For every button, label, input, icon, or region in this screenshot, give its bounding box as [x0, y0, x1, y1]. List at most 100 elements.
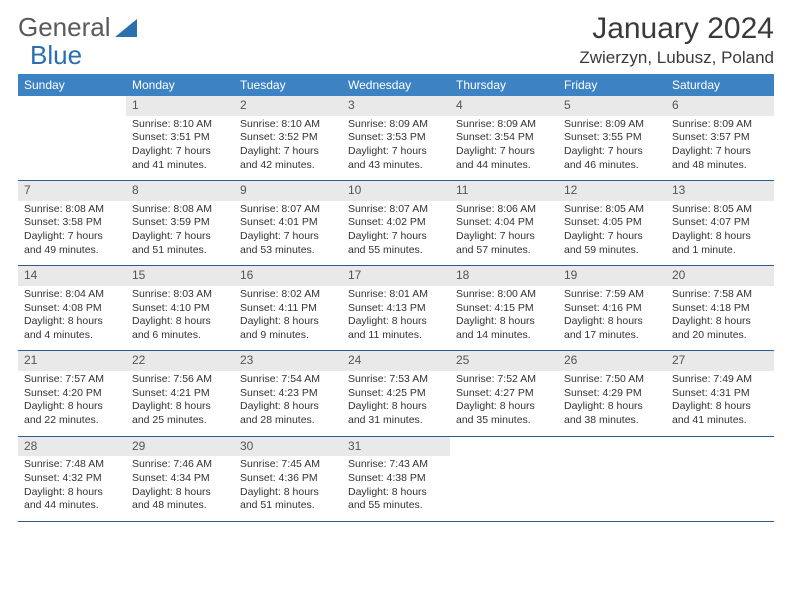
location-text: Zwierzyn, Lubusz, Poland: [579, 48, 774, 68]
calendar-day-cell: 12Sunrise: 8:05 AMSunset: 4:05 PMDayligh…: [558, 181, 666, 266]
daylight-text-2: and 4 minutes.: [24, 329, 120, 343]
day-body: Sunrise: 8:09 AMSunset: 3:53 PMDaylight:…: [342, 116, 450, 181]
daylight-text-2: and 9 minutes.: [240, 329, 336, 343]
daylight-text-2: and 48 minutes.: [132, 499, 228, 513]
calendar-day-cell: 3Sunrise: 8:09 AMSunset: 3:53 PMDaylight…: [342, 96, 450, 181]
daylight-text-1: Daylight: 8 hours: [348, 400, 444, 414]
calendar-day-cell: 29Sunrise: 7:46 AMSunset: 4:34 PMDayligh…: [126, 436, 234, 521]
daylight-text-2: and 28 minutes.: [240, 414, 336, 428]
daylight-text-1: Daylight: 7 hours: [456, 145, 552, 159]
calendar-day-cell: 30Sunrise: 7:45 AMSunset: 4:36 PMDayligh…: [234, 436, 342, 521]
daylight-text-1: Daylight: 8 hours: [240, 315, 336, 329]
calendar-day-cell: 13Sunrise: 8:05 AMSunset: 4:07 PMDayligh…: [666, 181, 774, 266]
sunset-text: Sunset: 4:38 PM: [348, 472, 444, 486]
day-number: 21: [18, 351, 126, 371]
calendar-day-cell: .: [666, 436, 774, 521]
sunrise-text: Sunrise: 8:07 AM: [348, 203, 444, 217]
calendar-day-cell: 1Sunrise: 8:10 AMSunset: 3:51 PMDaylight…: [126, 96, 234, 181]
daylight-text-1: Daylight: 8 hours: [24, 315, 120, 329]
daylight-text-1: Daylight: 8 hours: [240, 486, 336, 500]
day-body: Sunrise: 7:56 AMSunset: 4:21 PMDaylight:…: [126, 371, 234, 436]
title-block: January 2024 Zwierzyn, Lubusz, Poland: [579, 12, 774, 68]
sunrise-text: Sunrise: 7:53 AM: [348, 373, 444, 387]
day-number: 20: [666, 266, 774, 286]
sunset-text: Sunset: 4:05 PM: [564, 216, 660, 230]
calendar-table: SundayMondayTuesdayWednesdayThursdayFrid…: [18, 74, 774, 522]
day-number: 16: [234, 266, 342, 286]
weekday-header: Saturday: [666, 74, 774, 96]
sunrise-text: Sunrise: 8:09 AM: [672, 118, 768, 132]
sunrise-text: Sunrise: 8:05 AM: [672, 203, 768, 217]
day-number: 15: [126, 266, 234, 286]
daylight-text-2: and 44 minutes.: [24, 499, 120, 513]
sunset-text: Sunset: 3:53 PM: [348, 131, 444, 145]
daylight-text-2: and 43 minutes.: [348, 159, 444, 173]
calendar-day-cell: 18Sunrise: 8:00 AMSunset: 4:15 PMDayligh…: [450, 266, 558, 351]
daylight-text-2: and 51 minutes.: [132, 244, 228, 258]
calendar-day-cell: 6Sunrise: 8:09 AMSunset: 3:57 PMDaylight…: [666, 96, 774, 181]
sunrise-text: Sunrise: 8:06 AM: [456, 203, 552, 217]
day-body: Sunrise: 7:50 AMSunset: 4:29 PMDaylight:…: [558, 371, 666, 436]
sunset-text: Sunset: 4:31 PM: [672, 387, 768, 401]
sunset-text: Sunset: 4:07 PM: [672, 216, 768, 230]
sunrise-text: Sunrise: 8:00 AM: [456, 288, 552, 302]
daylight-text-2: and 25 minutes.: [132, 414, 228, 428]
sunset-text: Sunset: 3:51 PM: [132, 131, 228, 145]
calendar-day-cell: 28Sunrise: 7:48 AMSunset: 4:32 PMDayligh…: [18, 436, 126, 521]
day-body: Sunrise: 8:09 AMSunset: 3:55 PMDaylight:…: [558, 116, 666, 181]
sunset-text: Sunset: 4:21 PM: [132, 387, 228, 401]
daylight-text-1: Daylight: 8 hours: [672, 230, 768, 244]
daylight-text-1: Daylight: 8 hours: [132, 486, 228, 500]
day-body: Sunrise: 8:09 AMSunset: 3:54 PMDaylight:…: [450, 116, 558, 181]
daylight-text-2: and 35 minutes.: [456, 414, 552, 428]
day-body: Sunrise: 8:02 AMSunset: 4:11 PMDaylight:…: [234, 286, 342, 351]
day-body: Sunrise: 7:58 AMSunset: 4:18 PMDaylight:…: [666, 286, 774, 351]
sunrise-text: Sunrise: 8:07 AM: [240, 203, 336, 217]
day-body: Sunrise: 8:04 AMSunset: 4:08 PMDaylight:…: [18, 286, 126, 351]
sunrise-text: Sunrise: 8:10 AM: [240, 118, 336, 132]
day-body: Sunrise: 8:09 AMSunset: 3:57 PMDaylight:…: [666, 116, 774, 181]
calendar-day-cell: 27Sunrise: 7:49 AMSunset: 4:31 PMDayligh…: [666, 351, 774, 436]
daylight-text-1: Daylight: 8 hours: [672, 400, 768, 414]
sunrise-text: Sunrise: 8:09 AM: [456, 118, 552, 132]
day-body: Sunrise: 8:10 AMSunset: 3:51 PMDaylight:…: [126, 116, 234, 181]
day-number: 6: [666, 96, 774, 116]
calendar-day-cell: 26Sunrise: 7:50 AMSunset: 4:29 PMDayligh…: [558, 351, 666, 436]
day-number: 7: [18, 181, 126, 201]
calendar-day-cell: 31Sunrise: 7:43 AMSunset: 4:38 PMDayligh…: [342, 436, 450, 521]
day-body: Sunrise: 8:06 AMSunset: 4:04 PMDaylight:…: [450, 201, 558, 266]
day-body: Sunrise: 8:00 AMSunset: 4:15 PMDaylight:…: [450, 286, 558, 351]
sunset-text: Sunset: 4:36 PM: [240, 472, 336, 486]
day-number: 18: [450, 266, 558, 286]
daylight-text-2: and 41 minutes.: [132, 159, 228, 173]
sunrise-text: Sunrise: 8:08 AM: [132, 203, 228, 217]
sunrise-text: Sunrise: 7:56 AM: [132, 373, 228, 387]
weekday-header: Wednesday: [342, 74, 450, 96]
weekday-header: Tuesday: [234, 74, 342, 96]
day-body: Sunrise: 7:59 AMSunset: 4:16 PMDaylight:…: [558, 286, 666, 351]
daylight-text-2: and 22 minutes.: [24, 414, 120, 428]
sunset-text: Sunset: 4:04 PM: [456, 216, 552, 230]
sunset-text: Sunset: 4:25 PM: [348, 387, 444, 401]
sunset-text: Sunset: 4:13 PM: [348, 302, 444, 316]
day-number: 19: [558, 266, 666, 286]
sunrise-text: Sunrise: 7:50 AM: [564, 373, 660, 387]
sunrise-text: Sunrise: 7:57 AM: [24, 373, 120, 387]
day-number: 9: [234, 181, 342, 201]
sunrise-text: Sunrise: 7:45 AM: [240, 458, 336, 472]
daylight-text-2: and 57 minutes.: [456, 244, 552, 258]
day-number: 28: [18, 437, 126, 457]
sunrise-text: Sunrise: 7:49 AM: [672, 373, 768, 387]
sunrise-text: Sunrise: 8:01 AM: [348, 288, 444, 302]
calendar-day-cell: 15Sunrise: 8:03 AMSunset: 4:10 PMDayligh…: [126, 266, 234, 351]
daylight-text-1: Daylight: 8 hours: [672, 315, 768, 329]
daylight-text-1: Daylight: 8 hours: [348, 315, 444, 329]
daylight-text-1: Daylight: 8 hours: [456, 315, 552, 329]
calendar-day-cell: 9Sunrise: 8:07 AMSunset: 4:01 PMDaylight…: [234, 181, 342, 266]
day-body: Sunrise: 7:46 AMSunset: 4:34 PMDaylight:…: [126, 456, 234, 521]
day-body: Sunrise: 7:53 AMSunset: 4:25 PMDaylight:…: [342, 371, 450, 436]
sunset-text: Sunset: 4:20 PM: [24, 387, 120, 401]
daylight-text-1: Daylight: 7 hours: [672, 145, 768, 159]
sunset-text: Sunset: 4:23 PM: [240, 387, 336, 401]
sunset-text: Sunset: 4:08 PM: [24, 302, 120, 316]
